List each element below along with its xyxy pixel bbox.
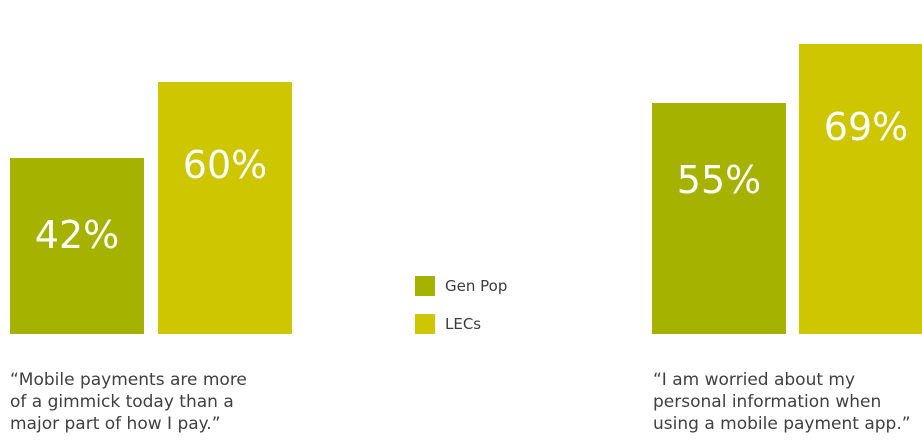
legend-item-gen-pop: Gen Pop — [415, 276, 507, 296]
data-label-chart1-gen-pop: 42% — [34, 212, 120, 257]
caption-chart2: “I am worried about my personal informat… — [653, 369, 911, 435]
caption-chart1-line: “Mobile payments are more — [10, 370, 247, 390]
legend-swatch-gen-pop — [415, 276, 435, 296]
caption-chart1-line: major part of how I pay.” — [10, 414, 221, 434]
bar-chart1-gen-pop — [10, 157, 144, 334]
caption-chart1: “Mobile payments are more of a gimmick t… — [10, 369, 247, 435]
caption-chart2-line: “I am worried about my — [653, 370, 856, 390]
caption-chart2-line: using a mobile payment app.” — [653, 414, 911, 434]
legend-swatch-lecs — [415, 314, 435, 334]
bar-chart2-gen-pop — [652, 103, 786, 334]
caption-chart2-line: personal information when — [653, 392, 882, 412]
legend-label-gen-pop: Gen Pop — [445, 277, 508, 295]
legend-label-lecs: LECs — [445, 315, 482, 333]
data-label-chart1-lecs: 60% — [182, 143, 268, 187]
bar-chart1-lecs — [158, 82, 292, 334]
data-label-chart2-gen-pop: 55% — [676, 158, 762, 202]
legend-item-lecs: LECs — [415, 314, 481, 334]
bar-chart2-lecs — [799, 44, 922, 334]
caption-chart1-line: of a gimmick today than a — [10, 392, 234, 412]
data-label-chart2-lecs: 69% — [823, 105, 909, 150]
